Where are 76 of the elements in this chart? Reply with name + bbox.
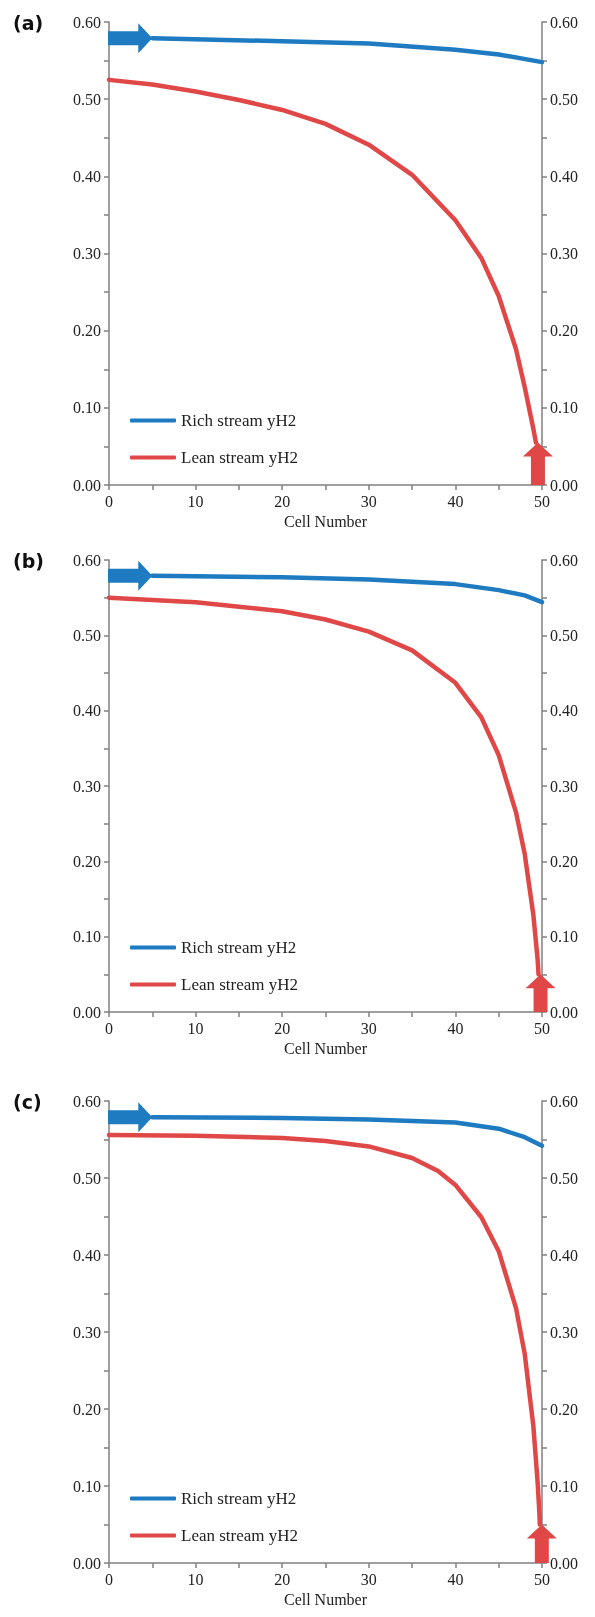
y-tick-label: 0.20 bbox=[73, 852, 101, 870]
x-tick-label: 0 bbox=[105, 492, 113, 510]
legend-label: Rich stream yH2 bbox=[181, 1489, 297, 1508]
x-tick-label: 0 bbox=[105, 1570, 113, 1588]
y2-tick-label: 0.30 bbox=[550, 777, 578, 795]
x-tick-label: 20 bbox=[274, 1019, 291, 1037]
x-tick-label: 10 bbox=[187, 1019, 204, 1037]
y-tick-label: 0.40 bbox=[73, 167, 101, 185]
y-tick-label: 0.00 bbox=[73, 476, 101, 494]
line-series bbox=[150, 573, 545, 605]
y2-tick-label: 0.40 bbox=[550, 1246, 578, 1264]
line-series bbox=[150, 35, 545, 65]
y-tick-label: 0.50 bbox=[73, 626, 101, 644]
y2-tick-label: 0.20 bbox=[550, 1400, 578, 1418]
y2-tick-label: 0.00 bbox=[550, 476, 578, 494]
x-tick-label: 30 bbox=[360, 492, 377, 510]
y-tick-label: 0.30 bbox=[73, 777, 101, 795]
y2-tick-label: 0.50 bbox=[550, 626, 578, 644]
y-tick-label: 0.20 bbox=[73, 1400, 101, 1418]
y2-tick-label: 0.10 bbox=[550, 928, 578, 946]
legend-label: Lean stream yH2 bbox=[181, 448, 299, 467]
x-axis-title: Cell Number bbox=[283, 1591, 368, 1609]
x-axis-title: Cell Number bbox=[283, 1040, 368, 1058]
x-axis-title: Cell Number bbox=[283, 513, 368, 531]
y-tick-label: 0.10 bbox=[73, 928, 101, 946]
y-tick-label: 0.30 bbox=[73, 1323, 101, 1341]
x-tick-label: 20 bbox=[274, 492, 291, 510]
x-tick-label: 10 bbox=[187, 1570, 204, 1588]
y2-tick-label: 0.50 bbox=[550, 1169, 578, 1187]
x-tick-label: 50 bbox=[534, 1570, 550, 1588]
x-tick-label: 40 bbox=[447, 492, 464, 510]
y-tick-label: 0.20 bbox=[73, 322, 101, 340]
x-tick-label: 0 bbox=[105, 1019, 113, 1037]
chart-title: (b) bbox=[13, 549, 44, 572]
x-tick-label: 50 bbox=[534, 1019, 550, 1037]
y-tick-label: 0.00 bbox=[73, 1003, 101, 1021]
y2-tick-label: 0.40 bbox=[550, 167, 578, 185]
y-tick-label: 0.30 bbox=[73, 245, 101, 262]
x-tick-label: 40 bbox=[447, 1570, 464, 1588]
y-tick-label: 0.60 bbox=[73, 13, 101, 31]
line-series bbox=[106, 77, 539, 445]
y2-tick-label: 0.00 bbox=[550, 1554, 578, 1572]
y2-tick-label: 0.60 bbox=[550, 13, 578, 31]
y2-tick-label: 0.20 bbox=[550, 322, 578, 340]
chart-title: (a) bbox=[13, 11, 44, 34]
y-tick-label: 0.50 bbox=[73, 90, 101, 108]
y2-tick-label: 0.10 bbox=[550, 1477, 578, 1495]
y-tick-label: 0.40 bbox=[73, 1246, 101, 1264]
y2-tick-label: 0.30 bbox=[550, 245, 578, 262]
y-tick-label: 0.40 bbox=[73, 702, 101, 720]
line-series bbox=[150, 1114, 545, 1148]
x-tick-label: 30 bbox=[360, 1019, 377, 1037]
x-tick-label: 10 bbox=[187, 492, 204, 510]
y2-tick-label: 0.40 bbox=[550, 702, 578, 720]
x-tick-label: 50 bbox=[534, 492, 550, 510]
y2-tick-label: 0.60 bbox=[550, 551, 578, 569]
legend-label: Lean stream yH2 bbox=[181, 1526, 299, 1545]
y-tick-label: 0.50 bbox=[73, 1169, 101, 1187]
y-tick-label: 0.60 bbox=[73, 551, 101, 569]
y2-tick-label: 0.30 bbox=[550, 1323, 578, 1341]
y-tick-label: 0.10 bbox=[73, 399, 101, 417]
x-tick-label: 40 bbox=[447, 1019, 464, 1037]
legend-label: Lean stream yH2 bbox=[181, 975, 299, 994]
x-tick-label: 20 bbox=[274, 1570, 291, 1588]
y-tick-label: 0.10 bbox=[73, 1477, 101, 1495]
y2-tick-label: 0.10 bbox=[550, 399, 578, 417]
chart-title: (c) bbox=[13, 1090, 42, 1113]
y-tick-label: 0.00 bbox=[73, 1554, 101, 1572]
y2-tick-label: 0.20 bbox=[550, 852, 578, 870]
legend-label: Rich stream yH2 bbox=[181, 938, 297, 957]
y2-tick-label: 0.60 bbox=[550, 1092, 578, 1110]
legend-label: Rich stream yH2 bbox=[181, 411, 297, 430]
x-tick-label: 30 bbox=[360, 1570, 377, 1588]
y2-tick-label: 0.50 bbox=[550, 90, 578, 108]
y-tick-label: 0.60 bbox=[73, 1092, 101, 1110]
y2-tick-label: 0.00 bbox=[550, 1003, 578, 1021]
